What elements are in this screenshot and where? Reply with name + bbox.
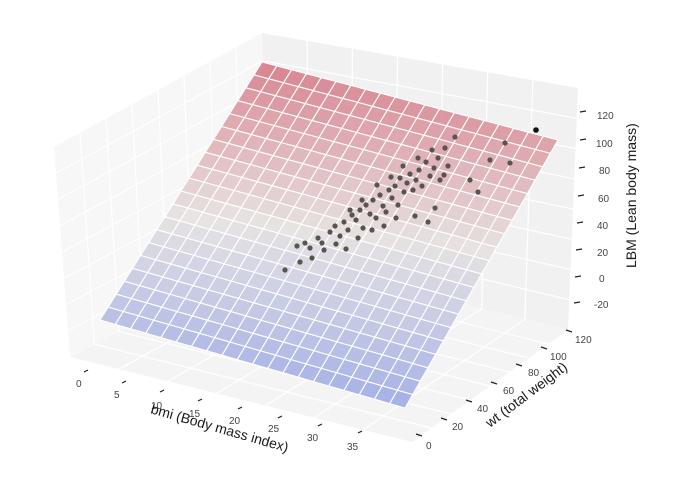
- x-tick-label: 25: [268, 424, 280, 435]
- z-tick-label: 100: [596, 139, 613, 150]
- x-tick-label: 35: [347, 442, 359, 453]
- z-tick-label: 120: [597, 111, 614, 122]
- z-tick-label: 20: [597, 248, 609, 259]
- z-tick-label: 0: [599, 274, 605, 285]
- z-tick-label: -20: [594, 300, 609, 311]
- y-tick-label: 60: [503, 386, 515, 397]
- x-tick-label: 15: [189, 409, 201, 420]
- regression-surface: [99, 61, 559, 409]
- y-tick-label: 100: [550, 352, 567, 363]
- y-tick-label: 80: [528, 368, 540, 379]
- z-tick-label: 80: [599, 166, 611, 177]
- z-axis-label: LBM (Lean body mass): [623, 123, 639, 268]
- x-tick-label: 5: [114, 390, 120, 401]
- z-axis: 120 100 80 60 40 20 0 -20 LBM (Lean body…: [594, 111, 639, 311]
- x-tick-label: 20: [229, 416, 241, 427]
- y-tick-label: 40: [477, 404, 489, 415]
- axis-ticks: [83, 110, 587, 437]
- y-tick-label: 0: [426, 441, 432, 452]
- x-tick-label: 0: [76, 379, 82, 390]
- x-tick-label: 30: [307, 433, 319, 444]
- z-tick-label: 40: [597, 221, 609, 232]
- scatter-points: [282, 127, 539, 273]
- z-tick-label: 60: [598, 194, 610, 205]
- y-tick-label: 20: [452, 422, 464, 433]
- x-tick-label: 10: [151, 401, 163, 412]
- y-tick-label: 120: [575, 335, 592, 346]
